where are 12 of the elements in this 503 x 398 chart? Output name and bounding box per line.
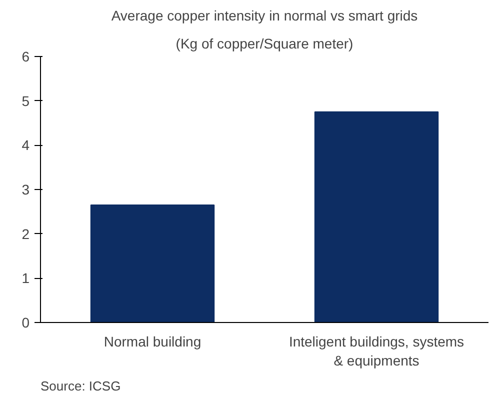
x-tick-label: Inteligent buildings, systems & equipments	[288, 334, 464, 369]
y-tick-label: 6	[22, 48, 30, 64]
y-tick-label: 0	[22, 314, 30, 330]
source-note: Source: ICSG	[40, 378, 121, 394]
y-tick-label: 4	[22, 137, 30, 154]
y-tick-label: 1	[22, 270, 30, 286]
x-tick-label: Normal building	[104, 334, 202, 350]
chart-title: Average copper intensity in normal vs smart grids	[111, 8, 418, 24]
chart-subtitle: (Kg of copper/Square meter)	[176, 36, 354, 52]
y-tick-label: 5	[22, 92, 30, 109]
y-tick-label: 3	[22, 182, 30, 198]
y-tick-label: 2	[22, 226, 30, 242]
